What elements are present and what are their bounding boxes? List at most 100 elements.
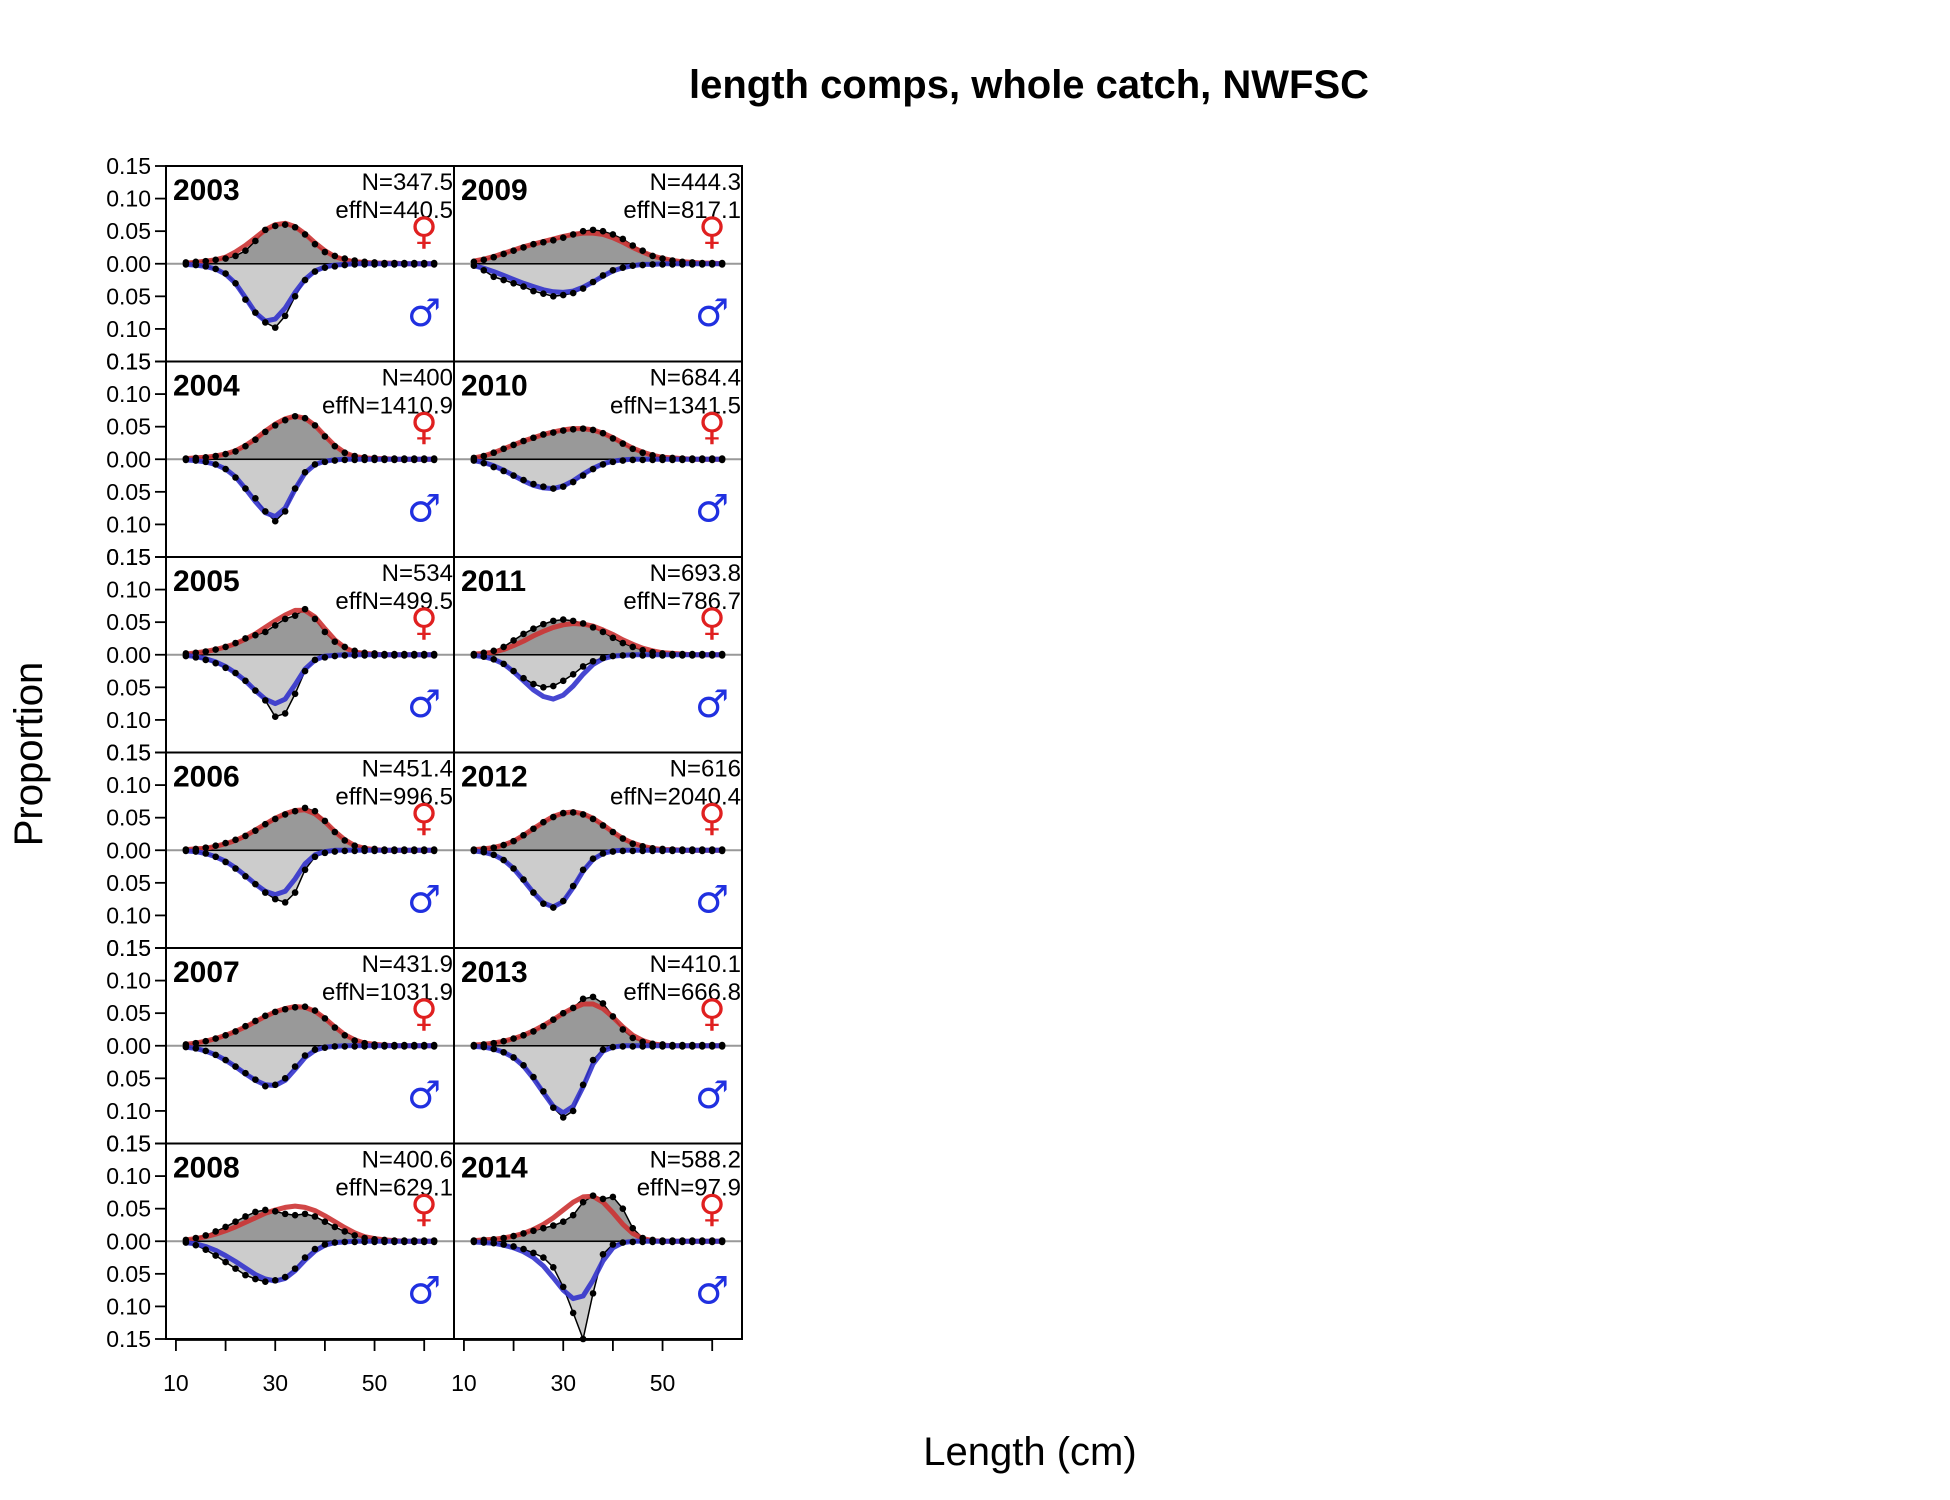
- male-observed-point: [401, 652, 408, 659]
- male-observed-point: [569, 671, 577, 678]
- male-observed-point: [242, 677, 249, 685]
- y-tick-label: 0.10: [106, 381, 151, 407]
- y-tick-label: 0.15: [106, 740, 151, 766]
- male-observed-point: [619, 264, 627, 271]
- female-observed-point: [262, 820, 269, 828]
- male-observed-point: [420, 261, 428, 268]
- male-observed-point: [589, 657, 597, 665]
- male-observed-point: [222, 1258, 229, 1266]
- male-observed-point: [212, 659, 219, 667]
- male-observed-point: [301, 1052, 309, 1059]
- male-observed-point: [232, 280, 239, 287]
- male-observed-point: [212, 1252, 219, 1259]
- male-observed-point: [202, 263, 210, 270]
- n-label: N=410.1: [650, 951, 741, 978]
- female-observed-point: [559, 234, 567, 241]
- male-observed-point: [599, 461, 607, 468]
- male-observed-point: [291, 293, 299, 300]
- male-symbol-icon: ♂: [407, 487, 441, 531]
- male-observed-point: [649, 1238, 656, 1246]
- male-observed-point: [569, 289, 577, 297]
- female-observed-point: [321, 1015, 329, 1022]
- male-observed-point: [480, 459, 488, 467]
- male-observed-point: [470, 1238, 478, 1246]
- female-observed-point: [242, 635, 249, 642]
- effn-label: effN=499.5: [335, 588, 453, 615]
- female-observed-point: [262, 628, 269, 636]
- year-label: 2014: [461, 1152, 528, 1185]
- male-observed-point: [520, 876, 527, 883]
- male-observed-point: [311, 1245, 319, 1253]
- female-observed-point: [510, 1232, 517, 1240]
- male-observed-point: [351, 261, 358, 268]
- n-label: N=588.2: [650, 1147, 741, 1174]
- male-observed-point: [281, 899, 289, 906]
- male-observed-point: [311, 656, 319, 664]
- male-observed-point: [550, 485, 557, 492]
- male-observed-point: [698, 847, 706, 855]
- male-symbol-icon: ♂: [407, 1269, 441, 1313]
- female-observed-point: [589, 1192, 597, 1199]
- female-observed-point: [222, 839, 229, 847]
- male-observed-point: [410, 1043, 418, 1050]
- male-observed-point: [480, 1239, 488, 1246]
- female-observed-point: [609, 634, 617, 642]
- male-observed-point: [242, 1271, 249, 1279]
- male-observed-point: [262, 889, 269, 896]
- male-observed-point: [510, 472, 517, 479]
- male-observed-point: [182, 456, 190, 464]
- male-observed-point: [361, 1043, 368, 1050]
- male-observed-area: [185, 654, 435, 717]
- male-observed-point: [222, 270, 229, 277]
- male-observed-point: [718, 652, 726, 659]
- male-observed-point: [262, 508, 269, 515]
- male-observed-point: [470, 1043, 478, 1050]
- female-observed-point: [301, 605, 309, 613]
- male-observed-point: [609, 1241, 617, 1248]
- female-observed-point: [510, 441, 517, 449]
- male-observed-point: [371, 261, 378, 268]
- male-observed-point: [311, 461, 319, 468]
- male-observed-point: [669, 1238, 676, 1246]
- female-observed-point: [639, 1038, 646, 1046]
- female-observed-point: [331, 1024, 339, 1031]
- male-observed-point: [599, 1046, 607, 1053]
- male-observed-point: [361, 652, 368, 659]
- male-observed-point: [291, 485, 299, 492]
- male-observed-point: [609, 266, 617, 274]
- y-tick-label: 0.10: [106, 316, 151, 342]
- female-observed-point: [500, 250, 507, 258]
- male-observed-point: [520, 1245, 527, 1253]
- n-label: N=347.5: [362, 169, 453, 196]
- year-label: 2012: [461, 761, 528, 794]
- y-tick-label: 0.05: [106, 805, 151, 831]
- female-observed-point: [341, 837, 349, 844]
- male-observed-point: [629, 847, 637, 855]
- male-observed-point: [679, 1043, 686, 1050]
- female-observed-point: [321, 433, 329, 440]
- female-observed-point: [629, 1224, 637, 1232]
- male-observed-point: [301, 866, 309, 874]
- female-observed-point: [222, 1032, 229, 1039]
- male-observed-point: [718, 261, 726, 268]
- female-observed-point: [351, 842, 358, 849]
- male-observed-point: [222, 858, 229, 866]
- female-observed-point: [480, 256, 488, 264]
- female-observed-point: [232, 252, 239, 260]
- female-observed-point: [629, 445, 637, 453]
- male-symbol-icon: ♂: [407, 878, 441, 922]
- male-observed-point: [669, 261, 676, 268]
- male-observed-point: [420, 847, 428, 855]
- male-observed-point: [470, 847, 478, 855]
- female-observed-point: [589, 815, 597, 823]
- male-observed-point: [569, 478, 577, 486]
- male-observed-point: [351, 1238, 358, 1246]
- female-symbol-icon: ♀: [698, 1187, 726, 1231]
- male-observed-point: [401, 456, 408, 464]
- male-observed-point: [490, 1045, 498, 1053]
- female-observed-point: [331, 1223, 339, 1231]
- female-observed-point: [599, 822, 607, 829]
- female-observed-point: [311, 1007, 319, 1014]
- female-observed-point: [530, 825, 537, 833]
- female-observed-point: [490, 647, 498, 655]
